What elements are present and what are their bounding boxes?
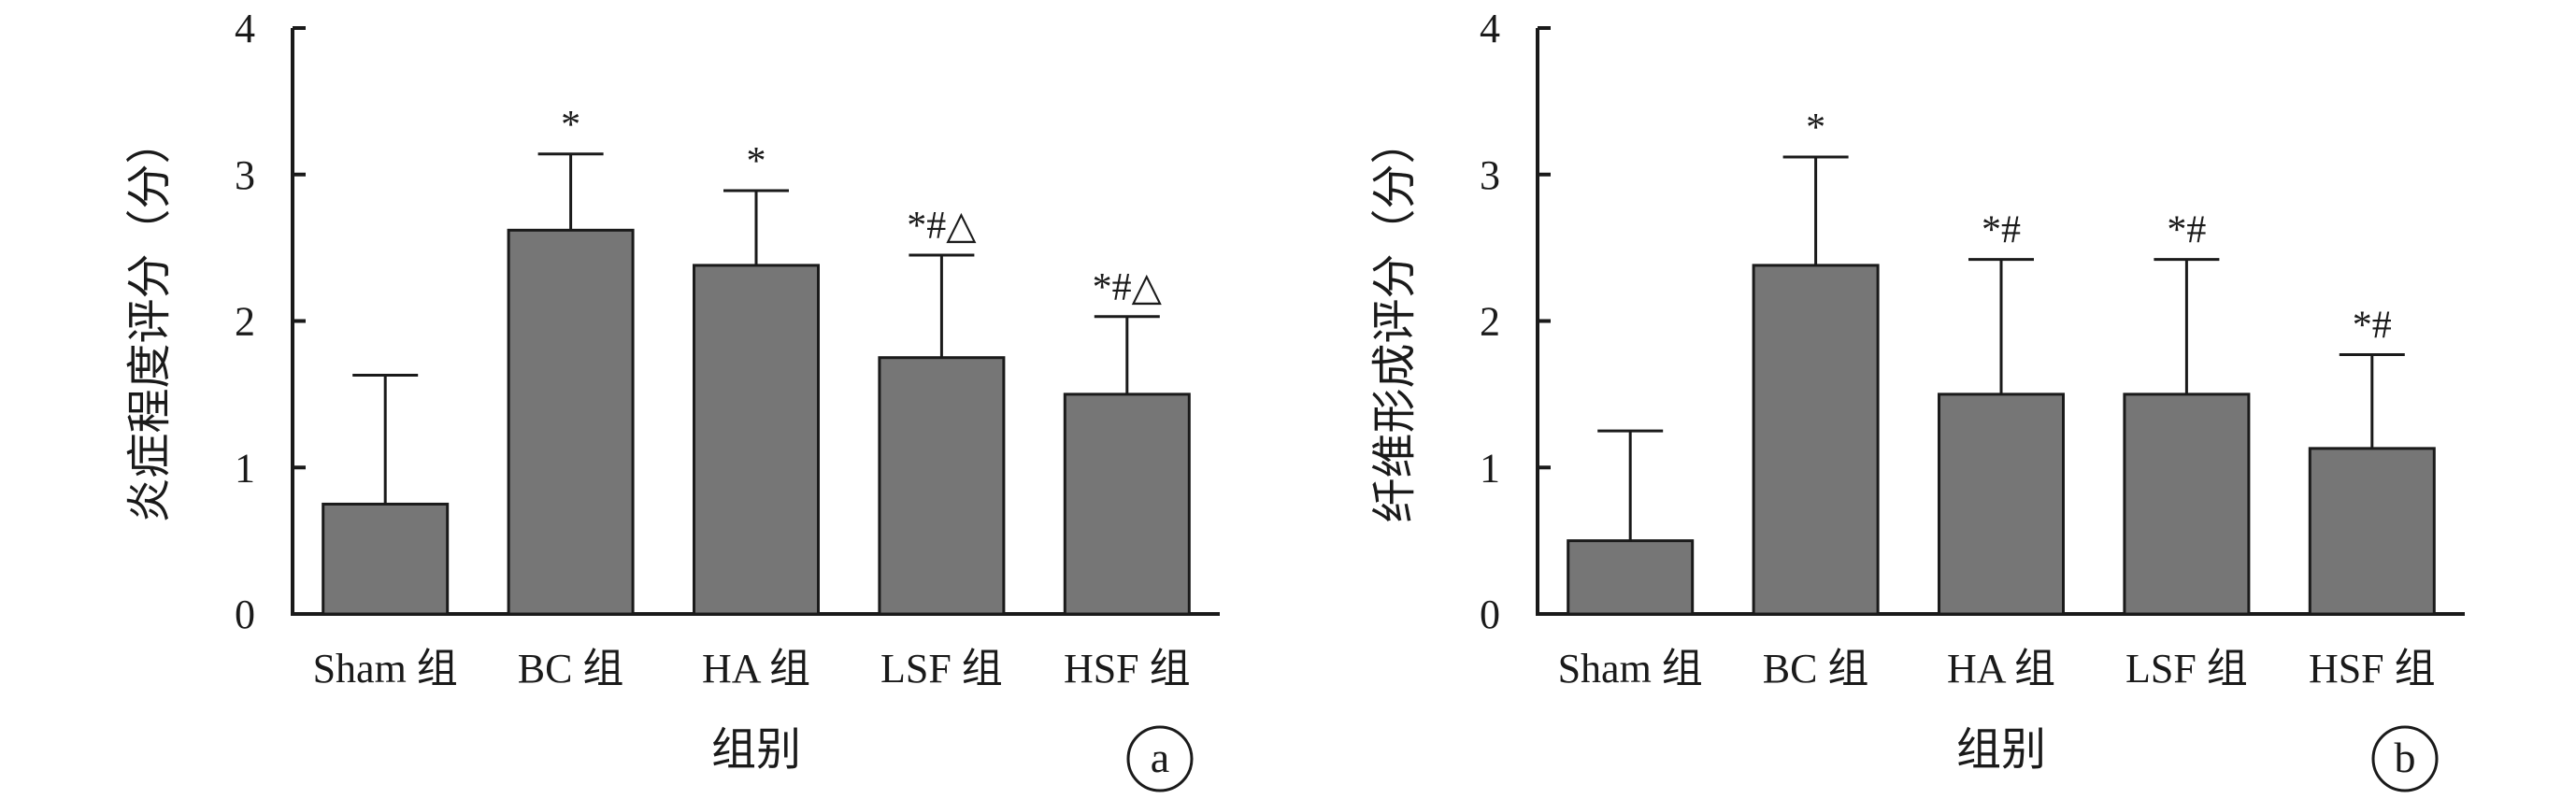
y-tick-label: 1 xyxy=(235,445,255,491)
category-label: Sham 组 xyxy=(1558,646,1703,692)
significance-label: * xyxy=(561,104,580,147)
category-label: LSF 组 xyxy=(880,646,1003,692)
bar xyxy=(1752,264,1880,616)
y-tick-label: 0 xyxy=(235,592,255,637)
panel-letter: b xyxy=(2395,734,2416,781)
category-label: HA 组 xyxy=(702,646,810,692)
category-label: BC 组 xyxy=(1763,646,1869,692)
chart-panel-b: 0 1 2 3 4 Sham 组 * BC 组 *# HA 组 *# LSF 组 *# HSF 组 纤维形成… xyxy=(1370,6,2465,792)
significance-label: * xyxy=(1806,107,1825,150)
bar xyxy=(693,264,820,616)
panel-letter: a xyxy=(1151,734,1169,781)
significance-label: *#△ xyxy=(1093,266,1163,309)
y-tick-label: 4 xyxy=(235,6,255,51)
panel-letter-circle xyxy=(2371,725,2439,792)
bar xyxy=(507,228,635,616)
y-axis-title: 炎症程度评分（分） xyxy=(125,119,175,522)
bar xyxy=(2123,392,2251,616)
category-label: HSF 组 xyxy=(1064,646,1191,692)
category-label: BC 组 xyxy=(518,646,624,692)
bar xyxy=(1063,392,1191,616)
category-label: Sham 组 xyxy=(313,646,458,692)
y-tick-label: 3 xyxy=(235,152,255,198)
y-tick-label: 1 xyxy=(1480,445,1500,491)
x-axis-title: 组别 xyxy=(1956,725,2046,775)
y-tick-label: 3 xyxy=(1480,152,1500,198)
bar xyxy=(1567,539,1695,616)
y-tick-label: 0 xyxy=(1480,592,1500,637)
y-tick-label: 2 xyxy=(1480,299,1500,345)
bar xyxy=(878,356,1006,616)
significance-label: *# xyxy=(2167,209,2206,252)
bar xyxy=(322,502,450,616)
panel-letter-circle xyxy=(1126,725,1194,792)
bar xyxy=(1938,392,2065,616)
x-axis-title: 组别 xyxy=(711,725,801,775)
category-label: HA 组 xyxy=(1947,646,2055,692)
category-label: LSF 组 xyxy=(2125,646,2248,692)
y-axis-title: 纤维形成评分（分） xyxy=(1370,119,1420,522)
significance-label: *# xyxy=(1982,209,2021,252)
bar xyxy=(2308,447,2436,616)
y-tick-label: 4 xyxy=(1480,6,1500,51)
significance-label: * xyxy=(747,140,766,183)
chart-panel-a: 0 1 2 3 4 Sham 组 * BC 组 * HA 组 *#△ LSF 组 *#△ HSF 组 炎症程… xyxy=(125,6,1220,792)
category-label: HSF 组 xyxy=(2309,646,2436,692)
significance-label: *#△ xyxy=(907,205,977,248)
significance-label: *# xyxy=(2353,305,2392,348)
y-tick-label: 2 xyxy=(235,299,255,345)
